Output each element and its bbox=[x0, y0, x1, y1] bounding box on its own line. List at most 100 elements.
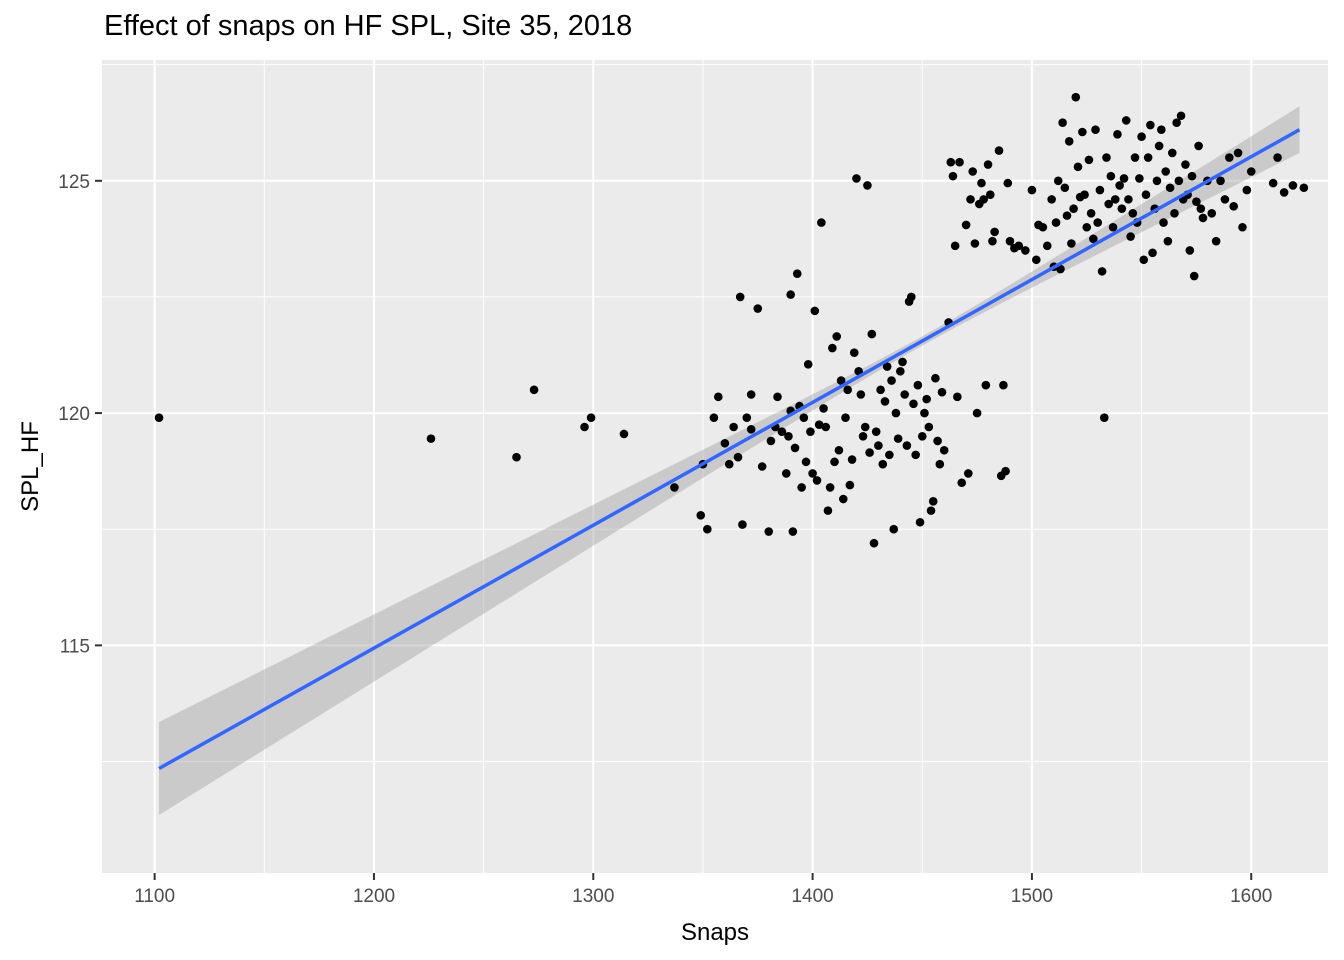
data-point bbox=[1053, 176, 1063, 186]
data-point bbox=[933, 436, 942, 446]
data-point bbox=[924, 422, 934, 432]
data-point bbox=[733, 452, 743, 462]
data-point bbox=[1060, 183, 1070, 193]
data-point bbox=[1152, 176, 1162, 186]
y-axis-ticks: 115 120 125 bbox=[58, 172, 102, 657]
data-point bbox=[957, 478, 967, 488]
data-point bbox=[843, 385, 852, 395]
data-point bbox=[724, 459, 734, 469]
data-point bbox=[735, 292, 745, 302]
data-point bbox=[790, 443, 800, 453]
data-point bbox=[154, 413, 164, 423]
data-point bbox=[1093, 218, 1103, 227]
data-point bbox=[713, 392, 723, 402]
minor-gridlines bbox=[102, 60, 1328, 873]
data-point bbox=[1027, 185, 1037, 195]
data-point bbox=[836, 376, 846, 385]
chart-title: Effect of snaps on HF SPL, Site 35, 2018 bbox=[104, 10, 633, 42]
data-point bbox=[966, 195, 975, 204]
data-point bbox=[792, 269, 802, 279]
data-point bbox=[955, 157, 964, 167]
data-point bbox=[893, 434, 903, 443]
data-point bbox=[1069, 204, 1078, 213]
major-gridlines bbox=[102, 60, 1328, 873]
data-point bbox=[898, 357, 907, 367]
y-tick-label: 115 bbox=[60, 636, 90, 657]
data-point bbox=[830, 457, 839, 467]
data-point bbox=[786, 290, 795, 299]
data-point bbox=[1115, 181, 1124, 190]
data-point bbox=[1099, 413, 1109, 423]
data-point bbox=[1080, 190, 1089, 200]
data-point bbox=[1038, 222, 1048, 232]
data-point bbox=[939, 445, 949, 455]
data-point bbox=[1089, 234, 1098, 244]
data-point bbox=[738, 520, 747, 529]
data-point bbox=[988, 236, 997, 246]
data-point bbox=[1211, 236, 1221, 246]
data-point bbox=[847, 455, 857, 464]
data-point bbox=[1174, 176, 1184, 186]
data-point bbox=[1073, 162, 1083, 172]
data-point bbox=[720, 438, 730, 448]
data-point bbox=[1216, 176, 1225, 186]
y-tick-label: 125 bbox=[58, 172, 90, 193]
data-point bbox=[990, 227, 999, 237]
data-point bbox=[874, 441, 883, 450]
x-tick-label: 1200 bbox=[353, 886, 395, 907]
data-point bbox=[1220, 195, 1230, 204]
data-point bbox=[821, 422, 831, 432]
data-point bbox=[1159, 218, 1168, 227]
data-point bbox=[839, 494, 848, 504]
data-point bbox=[788, 527, 798, 536]
data-point bbox=[808, 469, 817, 478]
data-point bbox=[1126, 232, 1135, 241]
data-point bbox=[845, 480, 855, 490]
data-point bbox=[977, 178, 986, 188]
data-point bbox=[834, 445, 844, 455]
x-tick-label: 1500 bbox=[1011, 886, 1053, 907]
data-point bbox=[902, 441, 912, 450]
x-tick-label: 1400 bbox=[791, 886, 833, 907]
data-point bbox=[928, 497, 938, 506]
y-tick-label: 120 bbox=[58, 404, 90, 425]
data-point bbox=[1165, 183, 1175, 193]
data-point bbox=[799, 413, 809, 423]
data-point bbox=[1097, 267, 1107, 276]
data-point bbox=[860, 422, 870, 432]
x-tick-label: 1600 bbox=[1230, 886, 1272, 907]
data-point bbox=[878, 459, 888, 469]
data-point bbox=[1121, 116, 1131, 125]
data-point bbox=[709, 413, 719, 423]
data-point bbox=[1005, 236, 1015, 246]
data-point bbox=[766, 436, 776, 446]
data-point bbox=[922, 394, 931, 404]
data-point bbox=[931, 373, 940, 383]
data-point bbox=[512, 452, 521, 462]
data-point bbox=[1021, 246, 1030, 255]
data-point bbox=[1207, 209, 1217, 218]
x-axis-title: Snaps bbox=[681, 919, 749, 946]
data-point bbox=[696, 510, 706, 520]
data-point bbox=[586, 413, 596, 423]
data-point bbox=[1181, 160, 1190, 169]
data-point bbox=[852, 174, 861, 183]
data-point bbox=[961, 220, 971, 230]
data-point bbox=[703, 524, 712, 534]
data-point bbox=[1124, 195, 1133, 204]
data-point bbox=[753, 304, 763, 313]
data-point bbox=[937, 387, 947, 397]
data-point bbox=[972, 408, 982, 418]
data-point bbox=[1172, 118, 1181, 128]
data-point bbox=[828, 343, 837, 353]
data-point bbox=[1051, 218, 1061, 227]
data-point bbox=[1196, 204, 1206, 213]
data-point bbox=[1104, 199, 1113, 209]
data-point bbox=[1110, 195, 1120, 204]
data-point bbox=[869, 538, 879, 548]
data-point bbox=[1062, 211, 1072, 220]
y-axis-title: SPL_HF bbox=[17, 421, 44, 512]
plot-panel bbox=[102, 60, 1328, 873]
data-point bbox=[1071, 92, 1081, 102]
data-point bbox=[935, 459, 945, 469]
